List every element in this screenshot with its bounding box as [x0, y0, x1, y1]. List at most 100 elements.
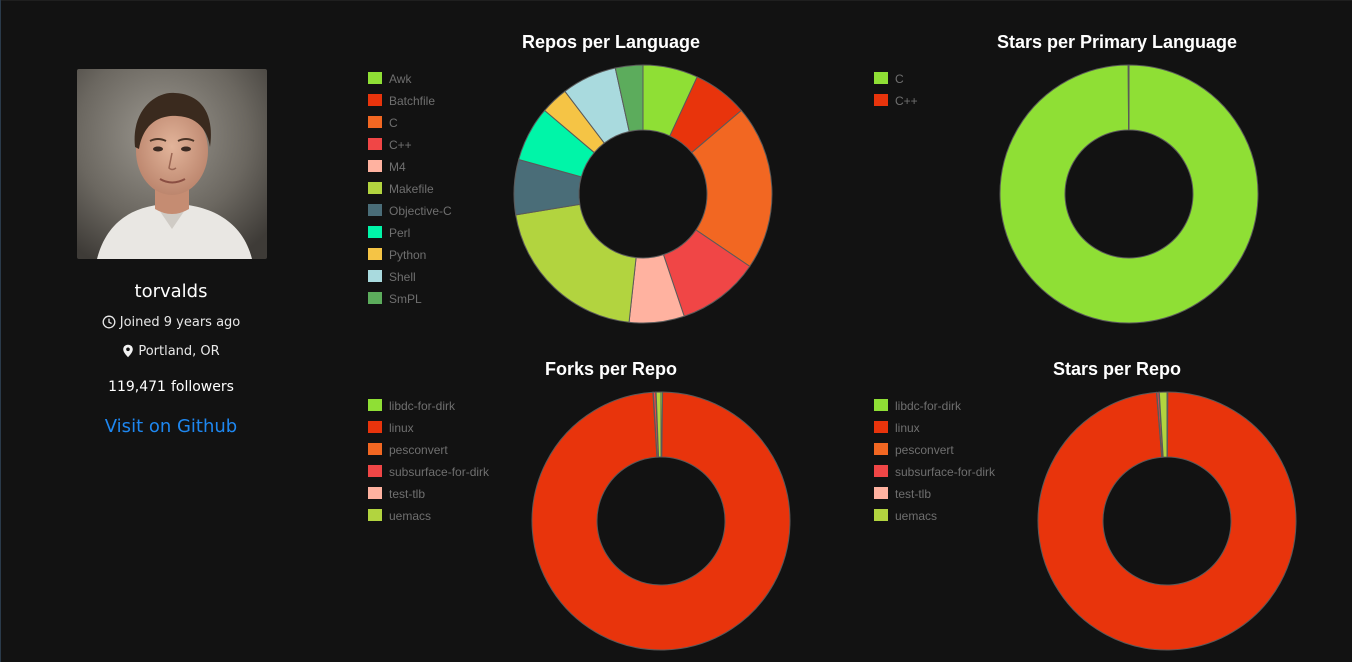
- legend-swatch: [368, 116, 382, 128]
- chart-title: Stars per Repo: [1052, 359, 1182, 379]
- legend-item-c[interactable]: C: [368, 115, 452, 137]
- legend-item-awk[interactable]: Awk: [368, 71, 452, 93]
- legend-item-pesconvert[interactable]: pesconvert: [368, 442, 489, 464]
- slice-makefile[interactable]: [515, 203, 637, 323]
- chart-legend: libdc-for-dirk linux pesconvert subsurface-…: [874, 398, 995, 530]
- legend-item-batchfile[interactable]: Batchfile: [368, 93, 452, 115]
- slice-c[interactable]: [691, 109, 773, 268]
- top-border: [1, 0, 1352, 1]
- legend-label: Objective-C: [389, 204, 452, 218]
- clock-icon: [102, 315, 116, 333]
- legend-item-makefile[interactable]: Makefile: [368, 181, 452, 203]
- legend-item-linux[interactable]: linux: [874, 420, 995, 442]
- legend-item-test-tlb[interactable]: test-tlb: [874, 486, 995, 508]
- legend-swatch: [874, 443, 888, 455]
- legend-swatch: [874, 465, 888, 477]
- profile-card: torvalds Joined 9 years ago Portland, OR…: [1, 0, 341, 662]
- chart-legend: Awk Batchfile C C++ M4 Makefile Objective-C Per…: [368, 71, 452, 313]
- slice-uemacs[interactable]: [655, 391, 662, 458]
- legend-label: Shell: [389, 270, 416, 284]
- legend-item-objective-c[interactable]: Objective-C: [368, 203, 452, 225]
- legend-item-uemacs[interactable]: uemacs: [874, 508, 995, 530]
- legend-item-m4[interactable]: M4: [368, 159, 452, 181]
- forks-per-repo-chart: Forks per Repo libdc-for-dirk linux pescon…: [361, 327, 861, 651]
- slice-smpl[interactable]: [614, 64, 644, 133]
- legend-swatch: [368, 204, 382, 216]
- legend-swatch: [874, 399, 888, 411]
- legend-item-shell[interactable]: Shell: [368, 269, 452, 291]
- legend-label: libdc-for-dirk: [389, 399, 456, 413]
- legend-label: Awk: [389, 72, 412, 86]
- legend-swatch: [368, 399, 382, 411]
- legend-label: M4: [389, 160, 406, 174]
- legend-label: subsurface-for-dirk: [895, 465, 996, 479]
- chart-title: Repos per Language: [521, 32, 701, 52]
- joined-date: Joined 9 years ago: [1, 315, 341, 333]
- legend-label: subsurface-for-dirk: [389, 465, 490, 479]
- followers-count: 119,471: [108, 379, 166, 395]
- stars-per-primary-language-chart: Stars per Primary Language C C++: [867, 0, 1352, 324]
- chart-title: Stars per Primary Language: [996, 32, 1238, 52]
- legend-item-smpl[interactable]: SmPL: [368, 291, 452, 313]
- legend-swatch: [874, 94, 888, 106]
- legend-label: uemacs: [895, 509, 938, 523]
- legend-swatch: [368, 465, 382, 477]
- donut-chart: [999, 64, 1259, 324]
- donut-chart: [513, 64, 773, 324]
- chart-title: Forks per Repo: [544, 359, 678, 379]
- legend-label: C++: [389, 138, 412, 152]
- legend-label: pesconvert: [389, 443, 448, 457]
- slice-linux[interactable]: [531, 391, 791, 651]
- legend-swatch: [874, 487, 888, 499]
- slice-c[interactable]: [1127, 64, 1130, 131]
- visit-github-link[interactable]: Visit on Github: [104, 416, 238, 437]
- legend-label: C++: [895, 94, 918, 108]
- location: Portland, OR: [1, 344, 341, 362]
- chart-legend: libdc-for-dirk linux pesconvert subsurface-…: [368, 398, 489, 530]
- legend-label: uemacs: [389, 509, 432, 523]
- legend-label: Perl: [389, 226, 411, 240]
- legend-label: Makefile: [389, 182, 434, 196]
- legend-swatch: [368, 509, 382, 521]
- legend-item-c[interactable]: C++: [368, 137, 452, 159]
- legend-item-c[interactable]: C++: [874, 93, 918, 115]
- stars-per-repo-chart: Stars per Repo libdc-for-dirk linux pescon…: [867, 327, 1352, 651]
- slice-linux[interactable]: [1037, 391, 1297, 651]
- avatar: [77, 69, 267, 259]
- legend-label: linux: [895, 421, 920, 435]
- legend-item-linux[interactable]: linux: [368, 420, 489, 442]
- legend-item-pesconvert[interactable]: pesconvert: [874, 442, 995, 464]
- legend-swatch: [368, 443, 382, 455]
- legend-label: linux: [389, 421, 414, 435]
- donut-chart: [531, 391, 791, 651]
- legend-swatch: [368, 292, 382, 304]
- location-pin-icon: [122, 344, 134, 362]
- legend-item-c[interactable]: C: [874, 71, 918, 93]
- legend-item-libdc-for-dirk[interactable]: libdc-for-dirk: [368, 398, 489, 420]
- legend-swatch: [368, 182, 382, 194]
- followers-label: followers: [170, 379, 234, 395]
- legend-item-subsurface-for-dirk[interactable]: subsurface-for-dirk: [368, 464, 489, 486]
- legend-swatch: [368, 72, 382, 84]
- legend-item-uemacs[interactable]: uemacs: [368, 508, 489, 530]
- legend-item-subsurface-for-dirk[interactable]: subsurface-for-dirk: [874, 464, 995, 486]
- legend-item-python[interactable]: Python: [368, 247, 452, 269]
- legend-label: Batchfile: [389, 94, 436, 108]
- legend-item-perl[interactable]: Perl: [368, 225, 452, 247]
- slice-uemacs[interactable]: [1158, 391, 1168, 458]
- legend-swatch: [874, 509, 888, 521]
- slice-c[interactable]: [999, 64, 1259, 324]
- repos-per-language-chart: Repos per Language Awk Batchfile C C++ M4 Mak…: [361, 0, 861, 324]
- legend-item-libdc-for-dirk[interactable]: libdc-for-dirk: [874, 398, 995, 420]
- legend-swatch: [368, 487, 382, 499]
- legend-label: Python: [389, 248, 427, 262]
- username: torvalds: [134, 281, 208, 302]
- joined-text: Joined 9 years ago: [119, 315, 241, 330]
- legend-swatch: [368, 421, 382, 433]
- location-text: Portland, OR: [138, 344, 220, 359]
- legend-swatch: [368, 226, 382, 238]
- legend-label: SmPL: [389, 292, 422, 306]
- legend-item-test-tlb[interactable]: test-tlb: [368, 486, 489, 508]
- legend-label: C: [389, 116, 398, 130]
- chart-legend: C C++: [874, 71, 918, 115]
